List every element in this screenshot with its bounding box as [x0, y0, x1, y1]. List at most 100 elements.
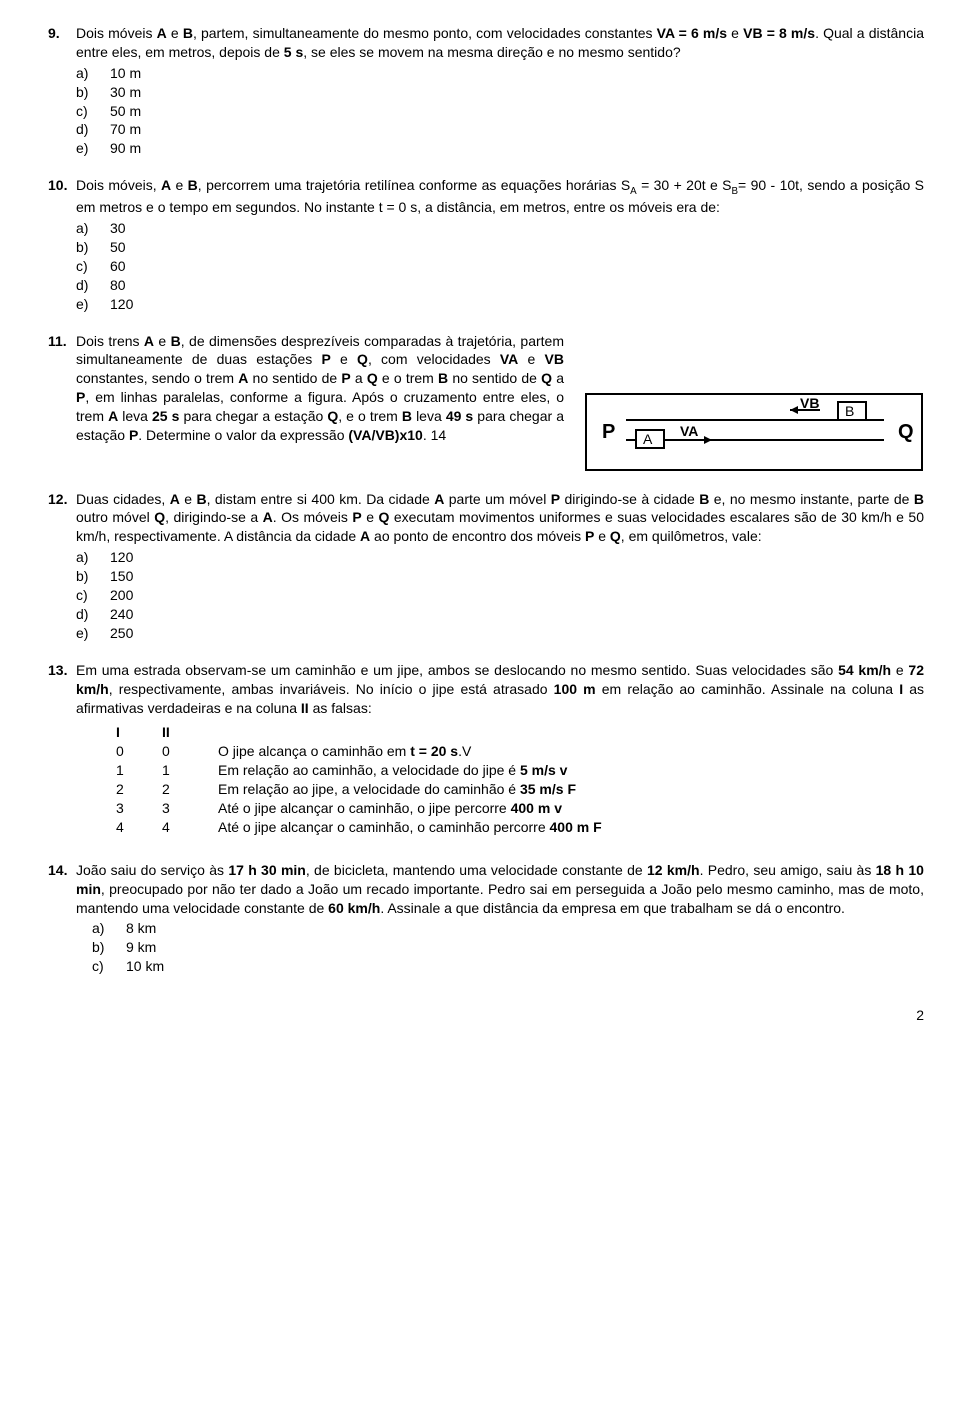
- option-row: a)8 km: [92, 919, 924, 938]
- question-text: Dois móveis A e B, partem, simultaneamen…: [76, 25, 924, 60]
- question-body: Dois móveis, A e B, percorrem uma trajet…: [76, 176, 924, 313]
- tf-row: 11Em relação ao caminhão, a velocidade d…: [116, 761, 924, 780]
- option-text: 80: [110, 276, 924, 295]
- option-text: 8 km: [126, 919, 924, 938]
- option-letter: b): [92, 938, 126, 957]
- tf-header: I II: [116, 723, 924, 742]
- option-text: 120: [110, 295, 924, 314]
- tf-col-ii: 3: [162, 799, 218, 818]
- tf-row: 22Em relação ao jipe, a velocidade do ca…: [116, 780, 924, 799]
- question-13: 13. Em uma estrada observam-se um caminh…: [48, 661, 924, 843]
- option-text: 200: [110, 586, 924, 605]
- option-row: d)80: [76, 276, 924, 295]
- options-list: a)10 mb)30 mc)50 md)70 me)90 m: [76, 64, 924, 158]
- trains-figure: P Q VB B A VA: [584, 392, 924, 472]
- option-text: 60: [110, 257, 924, 276]
- option-text: 250: [110, 624, 924, 643]
- question-text: Dois móveis, A e B, percorrem uma trajet…: [76, 177, 924, 215]
- tf-row: 44Até o jipe alcançar o caminhão, o cami…: [116, 818, 924, 837]
- option-row: b)9 km: [92, 938, 924, 957]
- tf-rows: 00O jipe alcança o caminhão em t = 20 s.…: [116, 742, 924, 836]
- tf-col-i: 3: [116, 799, 162, 818]
- tf-col-i: 4: [116, 818, 162, 837]
- option-text: 90 m: [110, 139, 924, 158]
- tf-row: 00O jipe alcança o caminhão em t = 20 s.…: [116, 742, 924, 761]
- svg-text:VA: VA: [680, 423, 698, 439]
- question-9: 9. Dois móveis A e B, partem, simultanea…: [48, 24, 924, 158]
- tf-col-i: 1: [116, 761, 162, 780]
- option-text: 10 m: [110, 64, 924, 83]
- question-text: Em uma estrada observam-se um caminhão e…: [76, 662, 924, 716]
- page-number: 2: [48, 1006, 924, 1025]
- option-row: e)250: [76, 624, 924, 643]
- option-letter: c): [76, 586, 110, 605]
- question-number: 10.: [48, 176, 76, 313]
- question-text: Dois trens A e B, de dimensões desprezív…: [76, 332, 564, 445]
- tf-statement: Até o jipe alcançar o caminhão, o caminh…: [218, 818, 924, 837]
- option-text: 240: [110, 605, 924, 624]
- question-number: 14.: [48, 861, 76, 976]
- options-list: a)8 kmb)9 kmc)10 km: [92, 919, 924, 976]
- option-letter: e): [76, 295, 110, 314]
- question-body: Dois móveis A e B, partem, simultaneamen…: [76, 24, 924, 158]
- option-letter: c): [76, 257, 110, 276]
- svg-text:VB: VB: [800, 395, 819, 411]
- option-row: b)30 m: [76, 83, 924, 102]
- option-letter: c): [92, 957, 126, 976]
- option-row: a)120: [76, 548, 924, 567]
- question-12: 12. Duas cidades, A e B, distam entre si…: [48, 490, 924, 643]
- option-row: b)50: [76, 238, 924, 257]
- option-row: e)120: [76, 295, 924, 314]
- option-text: 150: [110, 567, 924, 586]
- option-text: 50 m: [110, 102, 924, 121]
- option-letter: d): [76, 605, 110, 624]
- tf-col-ii: 4: [162, 818, 218, 837]
- option-letter: b): [76, 83, 110, 102]
- option-row: c)50 m: [76, 102, 924, 121]
- option-row: c)200: [76, 586, 924, 605]
- tf-row: 33Até o jipe alcançar o caminhão, o jipe…: [116, 799, 924, 818]
- option-text: 30 m: [110, 83, 924, 102]
- option-row: d)240: [76, 605, 924, 624]
- option-text: 120: [110, 548, 924, 567]
- option-row: b)150: [76, 567, 924, 586]
- option-row: c)10 km: [92, 957, 924, 976]
- option-row: e)90 m: [76, 139, 924, 158]
- tf-col-i: 0: [116, 742, 162, 761]
- option-row: d)70 m: [76, 120, 924, 139]
- question-body: Duas cidades, A e B, distam entre si 400…: [76, 490, 924, 643]
- option-letter: b): [76, 567, 110, 586]
- true-false-table: I II 00O jipe alcança o caminhão em t = …: [116, 723, 924, 836]
- svg-text:B: B: [845, 403, 854, 419]
- option-letter: d): [76, 120, 110, 139]
- option-letter: a): [76, 219, 110, 238]
- question-body: João saiu do serviço às 17 h 30 min, de …: [76, 861, 924, 976]
- question-number: 12.: [48, 490, 76, 643]
- option-letter: a): [76, 548, 110, 567]
- question-number: 9.: [48, 24, 76, 158]
- question-text: João saiu do serviço às 17 h 30 min, de …: [76, 862, 924, 916]
- tf-statement: Até o jipe alcançar o caminhão, o jipe p…: [218, 799, 924, 818]
- option-text: 50: [110, 238, 924, 257]
- question-number: 11.: [48, 332, 76, 472]
- question-number: 13.: [48, 661, 76, 843]
- option-letter: e): [76, 624, 110, 643]
- option-letter: d): [76, 276, 110, 295]
- option-letter: a): [92, 919, 126, 938]
- option-text: 10 km: [126, 957, 924, 976]
- option-letter: a): [76, 64, 110, 83]
- option-letter: e): [76, 139, 110, 158]
- question-body: Dois trens A e B, de dimensões desprezív…: [76, 332, 924, 472]
- option-row: c)60: [76, 257, 924, 276]
- tf-col-i: 2: [116, 780, 162, 799]
- question-10: 10. Dois móveis, A e B, percorrem uma tr…: [48, 176, 924, 313]
- option-row: a)30: [76, 219, 924, 238]
- svg-text:P: P: [602, 421, 615, 443]
- option-row: a)10 m: [76, 64, 924, 83]
- svg-text:A: A: [643, 431, 653, 447]
- tf-statement: Em relação ao jipe, a velocidade do cami…: [218, 780, 924, 799]
- tf-statement: Em relação ao caminhão, a velocidade do …: [218, 761, 924, 780]
- question-text: Duas cidades, A e B, distam entre si 400…: [76, 491, 924, 545]
- options-list: a)30b)50c)60d)80e)120: [76, 219, 924, 313]
- tf-col-ii: 0: [162, 742, 218, 761]
